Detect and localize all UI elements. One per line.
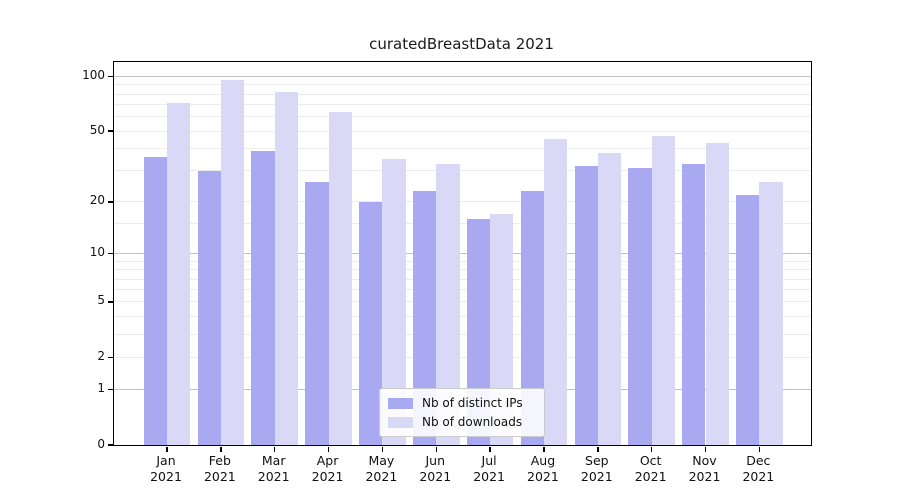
legend-label-1: Nb of downloads (422, 415, 523, 429)
y-tick-0 (107, 444, 113, 446)
minor-gridline (114, 148, 811, 150)
chart-title: curatedBreastData 2021 (369, 35, 554, 53)
y-tick-20 (107, 201, 113, 203)
y-tick-5 (107, 301, 113, 303)
bar-distinct-ips-apr (305, 181, 329, 445)
bar-distinct-ips-jun (412, 191, 437, 445)
x-tick-label-jul: Jul 2021 (473, 453, 505, 484)
y-tick-label-20: 20 (89, 193, 105, 208)
legend-item-0: Nb of distinct IPs (388, 396, 536, 410)
bar-downloads-jun (436, 163, 460, 445)
minor-gridline (114, 201, 811, 203)
major-gridline (114, 253, 811, 255)
minor-gridline (114, 260, 811, 262)
x-tick-may (381, 446, 384, 452)
legend-item-1: Nb of downloads (388, 415, 536, 429)
x-tick-nov (704, 446, 707, 452)
minor-gridline (114, 84, 811, 86)
bar-downloads-aug (543, 139, 568, 445)
bar-distinct-ips-feb (197, 170, 221, 445)
bar-distinct-ips-dec (736, 194, 760, 445)
x-tick-label-may: May 2021 (365, 453, 398, 484)
legend: Nb of distinct IPs Nb of downloads (379, 388, 545, 437)
minor-gridline (114, 104, 811, 106)
bar-distinct-ips-sep (574, 165, 598, 445)
y-tick-50 (107, 130, 113, 132)
x-tick-label-oct: Oct 2021 (634, 453, 667, 484)
x-tick-oct (650, 446, 653, 452)
minor-gridline (114, 278, 811, 280)
x-tick-dec (758, 446, 761, 452)
bar-distinct-ips-aug (520, 191, 544, 445)
bar-downloads-apr (328, 111, 352, 445)
x-tick-label-sep: Sep 2021 (580, 453, 613, 484)
minor-gridline (114, 269, 811, 271)
bar-distinct-ips-mar (251, 150, 275, 445)
y-tick-1 (107, 388, 113, 391)
y-tick-label-5: 5 (97, 293, 105, 308)
bar-downloads-jul (490, 214, 514, 445)
x-tick-sep (597, 446, 599, 452)
x-tick-label-jan: Jan 2021 (150, 453, 182, 484)
x-tick-label-dec: Dec 2021 (742, 453, 775, 484)
legend-swatch-1 (388, 416, 413, 428)
x-tick-mar (273, 446, 276, 452)
legend-swatch-0 (388, 397, 413, 409)
y-tick-label-0: 0 (97, 436, 105, 451)
y-tick-label-50: 50 (89, 122, 105, 137)
bar-distinct-ips-oct (628, 168, 652, 445)
minor-gridline (114, 289, 811, 291)
y-tick-10 (107, 252, 113, 255)
bar-downloads-sep (597, 152, 622, 445)
minor-gridline (114, 356, 811, 358)
bar-distinct-ips-may (359, 201, 383, 445)
x-tick-jul (489, 446, 491, 452)
plot-area (107, 61, 812, 452)
x-tick-feb (220, 446, 222, 452)
y-tick-label-2: 2 (97, 348, 105, 363)
x-tick-apr (327, 446, 330, 452)
y-tick-2 (107, 356, 113, 359)
x-tick-jan (166, 446, 168, 452)
bar-downloads-jan (167, 102, 191, 445)
y-tick-label-10: 10 (89, 245, 105, 260)
y-tick-label-100: 100 (82, 68, 105, 83)
bar-downloads-mar (274, 92, 298, 445)
major-gridline (114, 76, 811, 78)
y-tick-label-1: 1 (97, 381, 105, 396)
y-tick-100 (107, 75, 113, 78)
x-tick-label-aug: Aug 2021 (527, 453, 559, 484)
x-tick-aug (543, 446, 545, 452)
bar-downloads-dec (759, 181, 783, 445)
bar-distinct-ips-jan (143, 156, 167, 445)
minor-gridline (114, 316, 811, 318)
minor-gridline (114, 170, 811, 172)
legend-label-0: Nb of distinct IPs (422, 396, 523, 410)
bar-distinct-ips-nov (682, 163, 706, 445)
minor-gridline (114, 116, 811, 118)
bar-downloads-may (382, 158, 406, 445)
bar-downloads-nov (705, 142, 729, 445)
minor-gridline (114, 130, 811, 132)
minor-gridline (114, 333, 811, 335)
bar-downloads-feb (220, 79, 245, 445)
x-tick-label-jun: Jun 2021 (419, 453, 452, 484)
x-tick-label-apr: Apr 2021 (311, 453, 344, 484)
x-tick-label-feb: Feb 2021 (203, 453, 236, 484)
x-tick-label-mar: Mar 2021 (257, 453, 290, 484)
minor-gridline (114, 223, 811, 225)
bar-downloads-oct (651, 136, 675, 445)
x-tick-label-nov: Nov 2021 (688, 453, 721, 484)
minor-gridline (114, 301, 811, 303)
x-tick-jun (435, 446, 437, 452)
minor-gridline (114, 93, 811, 95)
